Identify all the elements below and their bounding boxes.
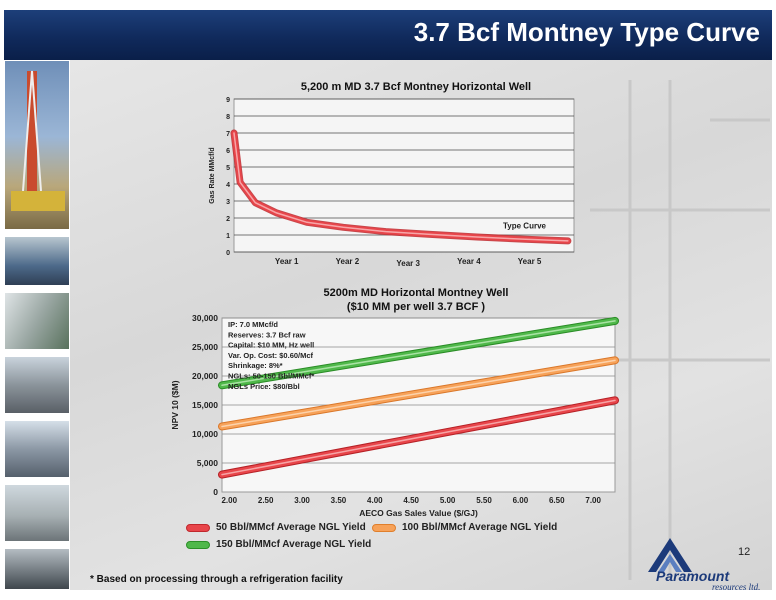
slide-title: 3.7 Bcf Montney Type Curve: [413, 17, 760, 47]
type-curve-chart-title: 5,200 m MD 3.7 Bcf Montney Horizontal We…: [300, 81, 532, 93]
legend-swatch-100: [372, 523, 396, 532]
legend-swatch-150: [186, 540, 210, 549]
legend-label-150: 150 Bbl/MMcf Average NGL Yield: [216, 539, 372, 550]
npv-chart-subtitle: ($10 MM per well 3.7 BCF ): [346, 301, 486, 313]
paramount-logo: Paramount resources ltd.: [640, 534, 772, 592]
legend-item-100: 100 Bbl/MMcf Average NGL Yield: [372, 522, 557, 533]
industrial-tank-photo: [4, 292, 70, 350]
facility-structure-photo: [4, 420, 70, 478]
logo-wordmark: Paramount: [656, 568, 730, 584]
processing-plant-photo: [4, 356, 70, 414]
pipe-yard-photo: [4, 484, 70, 542]
legend-label-50: 50 Bbl/MMcf Average NGL Yield: [216, 522, 366, 533]
npv-chart-title: 5200m MD Horizontal Montney Well: [323, 287, 509, 299]
legend-item-50: 50 Bbl/MMcf Average NGL Yield: [186, 522, 366, 533]
legend-item-150: 150 Bbl/MMcf Average NGL Yield: [186, 539, 371, 550]
npv-legend: 50 Bbl/MMcf Average NGL Yield 100 Bbl/MM…: [186, 522, 606, 556]
chart-background: [70, 60, 772, 590]
page-number: 12: [738, 546, 751, 558]
pipeline-equipment-photo: [4, 236, 70, 286]
drilling-rig-photo: [4, 60, 70, 230]
logo-mountain-icon: [648, 538, 692, 572]
legend-swatch-50: [186, 523, 210, 532]
legend-label-100: 100 Bbl/MMcf Average NGL Yield: [402, 522, 558, 533]
compressor-photo: [4, 548, 70, 590]
footnote: * Based on processing through a refriger…: [90, 574, 343, 585]
photo-strip: [4, 60, 70, 590]
logo-subtext: resources ltd.: [712, 582, 760, 592]
title-bar: 3.7 Bcf Montney Type Curve: [4, 10, 772, 60]
